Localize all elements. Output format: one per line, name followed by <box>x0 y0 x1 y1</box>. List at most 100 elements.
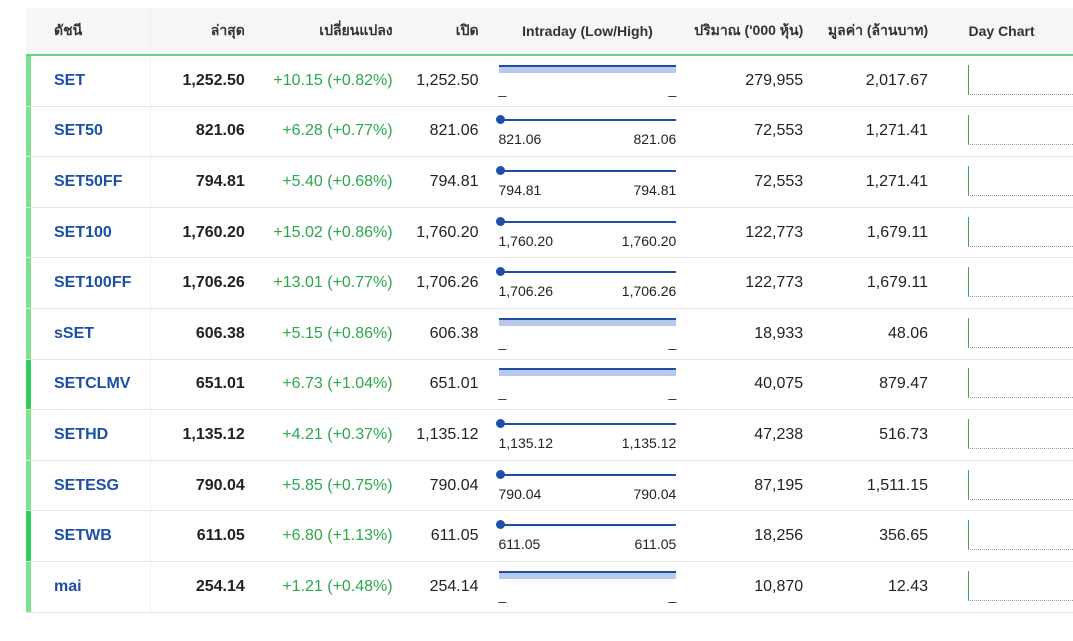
range-marker-icon <box>495 469 505 479</box>
sparkline-baseline <box>968 549 1073 551</box>
sparkline-baseline <box>968 397 1073 399</box>
table-row[interactable]: SET100 1,760.20 +15.02 (+0.86%) 1,760.20 1,7… <box>26 207 1073 259</box>
last-value: 254.14 <box>195 577 245 595</box>
intraday-high: 790.04 <box>633 485 677 502</box>
volume-value: 47,238 <box>754 425 804 443</box>
open-value: 790.04 <box>429 476 479 494</box>
intraday-range: _ _ <box>481 569 689 605</box>
day-chart-sparkline[interactable] <box>968 216 1073 249</box>
header-index[interactable]: ดัชนี <box>54 22 83 38</box>
sparkline-axis <box>968 64 969 95</box>
range-line <box>498 169 677 172</box>
day-chart-cell <box>930 368 1073 400</box>
intraday-range: 1,706.26 1,706.26 <box>481 265 689 301</box>
day-chart-sparkline[interactable] <box>968 570 1073 603</box>
table-body: SET 1,252.50 +10.15 (+0.82%) 1,252.50 _ _ 279,… <box>26 56 1073 613</box>
sparkline-baseline <box>968 346 1073 348</box>
open-value: 794.81 <box>429 172 479 190</box>
table-row[interactable]: sSET 606.38 +5.15 (+0.86%) 606.38 _ _ 18,933 48… <box>26 308 1073 360</box>
table-header: ดัชนี ล่าสุด เปลี่ยนแปลง เปิด Intraday (… <box>26 8 1073 56</box>
intraday-range: 1,135.12 1,135.12 <box>481 417 689 453</box>
sparkline-baseline <box>968 144 1073 146</box>
range-line <box>498 271 677 274</box>
table-row[interactable]: SET50 821.06 +6.28 (+0.77%) 821.06 821.06 821… <box>26 106 1073 158</box>
sparkline-baseline <box>968 93 1073 95</box>
range-fill <box>498 368 677 377</box>
table-row[interactable]: SETWB 611.05 +6.80 (+1.13%) 611.05 611.05 611… <box>26 511 1073 562</box>
volume-value: 10,870 <box>754 577 804 595</box>
table-row[interactable]: mai 254.14 +1.21 (+0.48%) 254.14 _ _ 10,870 12.… <box>26 561 1073 613</box>
index-name-link[interactable]: SETCLMV <box>54 375 131 393</box>
intraday-range-bar: _ _ <box>498 366 677 402</box>
volume-value: 87,195 <box>754 476 804 494</box>
index-name-cell: SETESG <box>26 477 150 495</box>
trade-value: 516.73 <box>879 425 928 443</box>
change-value: +6.28 (+0.77%) <box>282 122 393 140</box>
intraday-range: _ _ <box>481 316 689 352</box>
index-name-link[interactable]: SETWB <box>54 527 112 545</box>
day-chart-sparkline[interactable] <box>968 267 1073 299</box>
trade-value: 1,271.41 <box>865 172 928 190</box>
change-value: +6.73 (+1.04%) <box>282 375 393 393</box>
index-name-cell: SET100 <box>26 224 150 242</box>
day-chart-sparkline[interactable] <box>968 418 1073 451</box>
intraday-range-bar: 1,135.12 1,135.12 <box>495 417 677 453</box>
table-row[interactable]: SET100FF 1,706.26 +13.01 (+0.77%) 1,706.26 1… <box>26 258 1073 309</box>
header-value[interactable]: มูลค่า (ล้านบาท) <box>827 22 929 38</box>
day-chart-sparkline[interactable] <box>968 520 1073 552</box>
header-day-chart: Day Chart <box>968 23 1035 39</box>
day-chart-sparkline[interactable] <box>968 64 1073 97</box>
table-row[interactable]: SET50FF 794.81 +5.40 (+0.68%) 794.81 794.81 7… <box>26 157 1073 208</box>
day-chart-sparkline[interactable] <box>968 165 1073 198</box>
index-name-link[interactable]: SETHD <box>54 425 109 443</box>
sparkline-baseline <box>968 599 1073 601</box>
sparkline-axis <box>968 520 969 551</box>
index-name-cell: SET <box>26 72 150 90</box>
intraday-high: 1,706.26 <box>621 283 677 300</box>
volume-value: 72,553 <box>754 122 804 140</box>
intraday-range-bar: 794.81 794.81 <box>495 164 677 200</box>
header-volume[interactable]: ปริมาณ ('000 หุ้น) <box>694 22 804 38</box>
day-chart-sparkline[interactable] <box>968 368 1073 400</box>
index-name-link[interactable]: SET50FF <box>54 172 123 190</box>
index-name-link[interactable]: sSET <box>54 324 95 342</box>
intraday-range-bar: _ _ <box>498 316 677 352</box>
table-row[interactable]: SETHD 1,135.12 +4.21 (+0.37%) 1,135.12 1,135… <box>26 410 1073 461</box>
column-divider <box>149 207 151 258</box>
day-chart-cell <box>930 317 1073 350</box>
change-value: +13.01 (+0.77%) <box>273 274 393 292</box>
column-divider <box>149 410 151 460</box>
intraday-low: 1,760.20 <box>498 232 554 249</box>
column-divider <box>149 460 151 511</box>
intraday-low: 611.05 <box>498 536 541 553</box>
row-accent-bar <box>26 511 31 561</box>
row-accent-bar <box>26 460 31 511</box>
range-line <box>498 220 677 223</box>
index-name-link[interactable]: SET50 <box>54 122 103 140</box>
index-name-link[interactable]: SETESG <box>54 476 119 494</box>
intraday-range: _ _ <box>481 366 689 402</box>
table-row[interactable]: SET 1,252.50 +10.15 (+0.82%) 1,252.50 _ _ 279,… <box>26 56 1073 107</box>
intraday-high: 1,135.12 <box>621 434 677 451</box>
header-last[interactable]: ล่าสุด <box>210 22 245 38</box>
day-chart-sparkline[interactable] <box>968 317 1073 350</box>
index-name-link[interactable]: mai <box>54 577 82 595</box>
day-chart-sparkline[interactable] <box>968 469 1073 502</box>
table-row[interactable]: SETESG 790.04 +5.85 (+0.75%) 790.04 790.04 79… <box>26 460 1073 512</box>
table-row[interactable]: SETCLMV 651.01 +6.73 (+1.04%) 651.01 _ _ 40,07… <box>26 359 1073 411</box>
change-value: +4.21 (+0.37%) <box>282 425 393 443</box>
header-change[interactable]: เปลี่ยนแปลง <box>319 22 393 38</box>
index-name-cell: SET100FF <box>26 274 150 292</box>
open-value: 1,706.26 <box>416 274 479 292</box>
index-name-link[interactable]: SET100 <box>54 223 112 241</box>
index-name-link[interactable]: SET100FF <box>54 274 132 292</box>
sparkline-axis <box>968 418 969 449</box>
column-divider <box>149 511 151 561</box>
range-fill <box>498 570 677 579</box>
index-name-cell: SET50 <box>26 122 150 140</box>
day-chart-cell <box>930 64 1073 97</box>
index-name-link[interactable]: SET <box>54 71 86 89</box>
header-open[interactable]: เปิด <box>455 22 479 38</box>
range-marker-icon <box>495 115 505 125</box>
day-chart-sparkline[interactable] <box>968 115 1073 147</box>
